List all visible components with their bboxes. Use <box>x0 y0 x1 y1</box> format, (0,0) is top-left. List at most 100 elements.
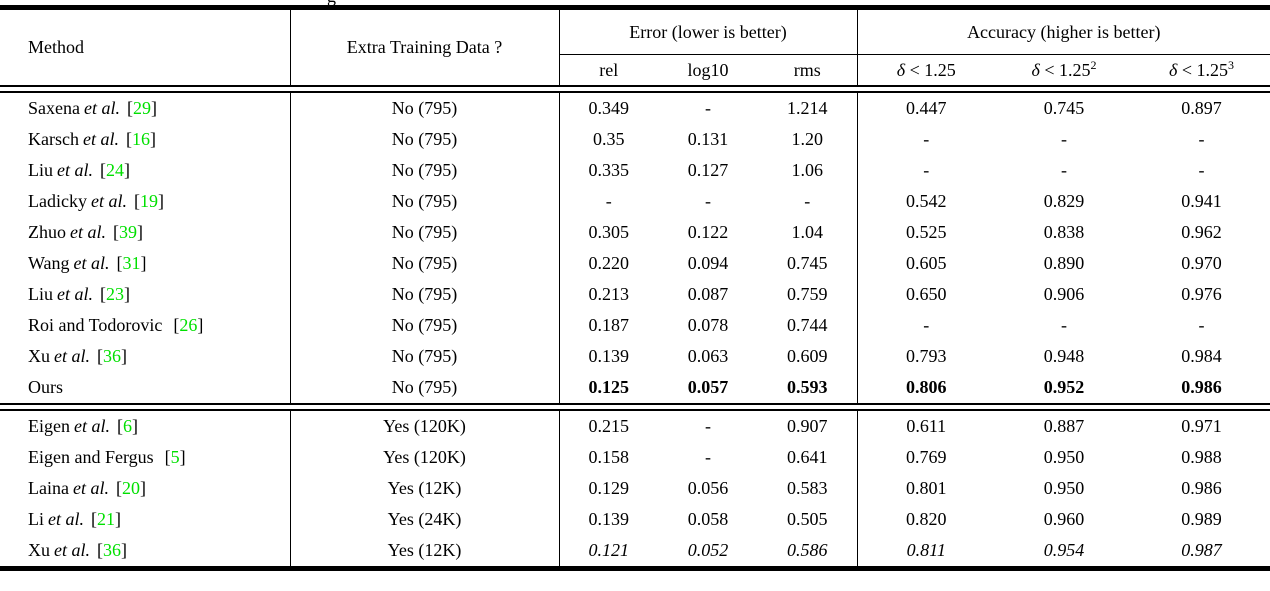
delta3-value: 0.989 <box>1181 509 1222 529</box>
rms-value: 0.745 <box>758 248 858 279</box>
citation-number[interactable]: 5 <box>170 447 180 467</box>
citation: [19] <box>134 191 164 211</box>
citation-number[interactable]: 21 <box>97 509 115 529</box>
delta3-value: 0.984 <box>1181 346 1222 366</box>
citation-number[interactable]: 31 <box>122 253 141 273</box>
citation-number[interactable]: 29 <box>132 98 151 118</box>
method-cell: Wang et al. [31] <box>0 248 291 279</box>
method-name: Li <box>28 509 44 529</box>
method-name: Eigen <box>28 416 70 436</box>
citation-number[interactable]: 20 <box>121 478 140 498</box>
delta3-value: 0.970 <box>1181 253 1222 273</box>
rel-value: 0.139 <box>588 346 630 366</box>
method-name: Laina <box>28 478 69 498</box>
citation-close-bracket: ] <box>132 416 138 436</box>
log10-value: 0.056 <box>687 478 729 498</box>
group-header-accuracy: Accuracy (higher is better) <box>857 7 1270 55</box>
extra-data-cell: No (795) <box>290 372 560 404</box>
method-name: Liu <box>28 284 53 304</box>
rms-value: 0.641 <box>758 442 858 473</box>
citation-open-bracket: [ <box>115 478 122 498</box>
citation-number[interactable]: 36 <box>103 540 121 560</box>
extra-data-cell: No (795) <box>290 248 560 279</box>
citation-open-bracket: [ <box>125 129 132 149</box>
citation-number[interactable]: 6 <box>123 416 132 436</box>
method-name: Wang <box>28 253 70 273</box>
rms-value: 1.04 <box>758 217 858 248</box>
delta3-value: - <box>1198 160 1205 180</box>
citation-close-bracket: ] <box>197 315 204 335</box>
citation-close-bracket: ] <box>121 346 127 366</box>
delta1-value: 0.605 <box>906 253 947 273</box>
method-cell: Roi and Todorovic [26] <box>0 310 291 341</box>
method-etal: et al. <box>74 416 110 436</box>
citation: [23] <box>100 284 130 304</box>
delta3-value: 0.897 <box>1181 98 1222 118</box>
method-cell: Eigen and Fergus [5] <box>0 442 291 473</box>
delta2-exponent: 2 <box>1090 57 1097 72</box>
citation-close-bracket: ] <box>149 129 156 149</box>
log10-value: - <box>705 191 711 211</box>
table-row: Karsch et al. [16] No (795) 0.35 0.131 1.2… <box>0 124 1270 155</box>
citation-number[interactable]: 24 <box>106 160 124 180</box>
method-etal: et al. <box>82 129 119 149</box>
rel-value: 0.215 <box>588 416 630 436</box>
citation-close-bracket: ] <box>137 222 143 242</box>
method-etal: et al. <box>90 191 127 211</box>
method-cell: Xu et al. [36] <box>0 535 291 569</box>
delta1-value: 0.525 <box>906 222 947 242</box>
delta1-threshold: < 1.25 <box>905 59 956 80</box>
log10-value: 0.058 <box>687 509 729 529</box>
method-name: Eigen and Fergus <box>28 447 154 467</box>
delta3-value: - <box>1198 315 1205 335</box>
extra-data-cell: No (795) <box>290 217 560 248</box>
citation: [39] <box>113 222 143 242</box>
method-etal: et al. <box>72 478 109 498</box>
delta2-value: 0.745 <box>1043 98 1085 118</box>
log10-value: 0.087 <box>687 284 729 304</box>
log10-value: 0.057 <box>687 377 729 397</box>
citation-number[interactable]: 23 <box>106 284 124 304</box>
citation-open-bracket: [ <box>113 222 119 242</box>
method-cell: Karsch et al. [16] <box>0 124 291 155</box>
col-header-method: Method <box>0 7 291 86</box>
citation-number[interactable]: 26 <box>179 315 198 335</box>
rel-value: - <box>605 191 612 211</box>
rms-value: 0.759 <box>758 279 858 310</box>
citation-open-bracket: [ <box>164 447 171 467</box>
delta3-exponent: 3 <box>1228 57 1235 72</box>
citation-number[interactable]: 16 <box>131 129 150 149</box>
delta1-value: 0.811 <box>906 540 946 560</box>
delta2-value: 0.948 <box>1043 346 1085 366</box>
citation-close-bracket: ] <box>150 98 157 118</box>
delta3-value: 0.962 <box>1181 222 1222 242</box>
method-etal: et al. <box>57 160 93 180</box>
method-cell: Li et al. [21] <box>0 504 291 535</box>
group-header-error: Error (lower is better) <box>559 7 858 55</box>
citation-close-bracket: ] <box>179 447 186 467</box>
log10-value: - <box>705 447 711 467</box>
delta1-value: 0.769 <box>906 447 947 467</box>
citation-number[interactable]: 36 <box>103 346 121 366</box>
extra-data-cell: No (795) <box>290 310 560 341</box>
log10-value: 0.052 <box>687 540 729 560</box>
delta2-value: 0.950 <box>1043 447 1085 467</box>
delta2-value: 0.906 <box>1043 284 1085 304</box>
table-row: Liu et al. [24] No (795) 0.335 0.127 1.06 … <box>0 155 1270 186</box>
delta3-value: 0.988 <box>1181 447 1222 467</box>
log10-value: 0.078 <box>687 315 729 335</box>
rms-value: 1.20 <box>758 124 858 155</box>
method-etal: et al. <box>83 98 120 118</box>
rms-value: 0.744 <box>758 310 858 341</box>
method-etal: et al. <box>73 253 110 273</box>
table-row: Ladicky et al. [19] No (795) - - - 0.542 0… <box>0 186 1270 217</box>
delta3-threshold: < 1.25 <box>1177 59 1229 80</box>
citation-open-bracket: [ <box>126 98 133 118</box>
method-etal: et al. <box>57 284 93 304</box>
citation-number[interactable]: 39 <box>119 222 137 242</box>
table-row: Eigen and Fergus [5] Yes (120K) 0.158 - 0… <box>0 442 1270 473</box>
citation-number[interactable]: 19 <box>139 191 158 211</box>
delta2-value: - <box>1061 160 1067 180</box>
extra-data-cell: No (795) <box>290 155 560 186</box>
method-cell: Ours <box>0 372 291 404</box>
